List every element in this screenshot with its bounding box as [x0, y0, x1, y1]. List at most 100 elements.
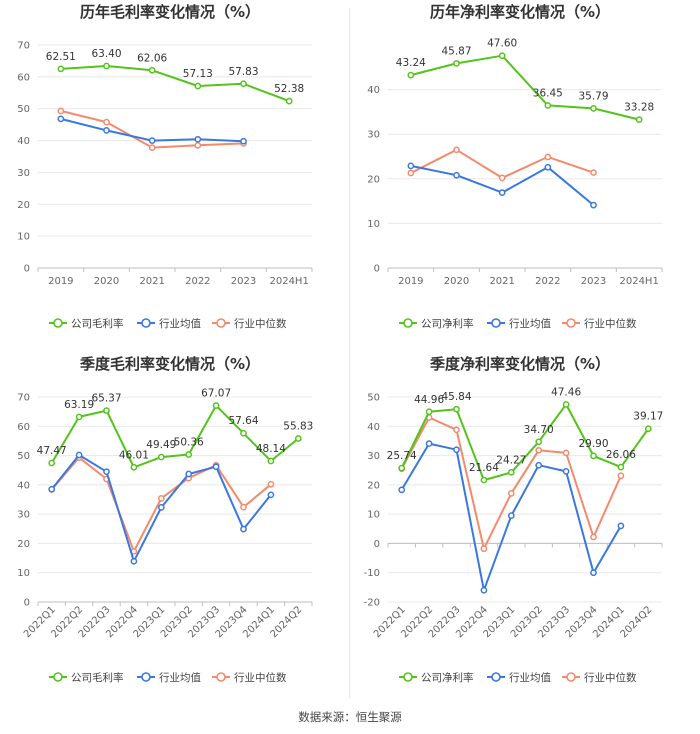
chart-title: 历年净利率变化情况（%）: [430, 3, 610, 21]
chart-title: 季度毛利率变化情况（%）: [80, 355, 260, 373]
x-tick-label: 2021: [489, 276, 514, 287]
x-tick-label: 2023: [581, 276, 606, 287]
point-company: [148, 66, 156, 74]
point-avg: [480, 586, 488, 594]
point-median: [407, 169, 415, 177]
point-avg: [240, 525, 247, 533]
point-median: [498, 174, 506, 182]
point-company: [267, 457, 275, 465]
point-median: [590, 533, 597, 541]
y-tick-label: 10: [367, 510, 380, 521]
point-avg: [194, 135, 202, 143]
point-company: [130, 463, 138, 471]
data-label: 43.24: [396, 57, 426, 69]
point-company: [617, 463, 625, 471]
y-tick-label: 20: [17, 539, 30, 550]
legend-swatch-marker: [216, 318, 226, 328]
point-median: [480, 545, 488, 553]
annual-net-margin-chart: 历年净利率变化情况（%） 0 10 20 30 40 2019 2020 2021 2022 202…: [350, 0, 690, 345]
x-tick-label: 2024H1: [269, 276, 308, 287]
x-tick-label: 2021: [139, 276, 164, 287]
y-tick-label: 40: [17, 136, 30, 147]
point-median: [535, 446, 543, 454]
y-tick-label: 20: [367, 174, 380, 185]
data-label: 24.27: [496, 454, 526, 466]
data-label: 39.17: [633, 411, 663, 423]
point-avg: [103, 468, 110, 476]
y-tick-label: 70: [17, 41, 30, 52]
point-avg: [535, 461, 543, 469]
point-company: [635, 116, 643, 123]
y-tick-label: 20: [17, 200, 30, 211]
series-line-avg: [410, 164, 595, 206]
point-company: [185, 451, 193, 458]
point-avg: [544, 163, 552, 171]
point-avg: [267, 491, 275, 499]
y-tick-label: 30: [17, 510, 30, 521]
vertical-divider: [349, 8, 350, 698]
y-tick-label: 30: [17, 168, 30, 179]
legend-swatch-marker: [53, 672, 63, 682]
legend-label: 行业中位数: [234, 671, 287, 684]
annual-gross-svg: 历年毛利率变化情况（%） 0 10 20 30 40 50 60 70 2019 2020 2021 2…: [17, 3, 313, 330]
x-tick-label: 2020: [94, 276, 119, 287]
legend-swatch-marker: [53, 318, 63, 328]
y-tick-label: 70: [17, 393, 30, 404]
chart-title: 历年毛利率变化情况（%）: [80, 3, 260, 21]
y-tick-label: 40: [17, 480, 30, 491]
data-label: 55.83: [283, 420, 313, 432]
series-line-company: [50, 404, 299, 469]
legend-swatch-marker: [491, 672, 501, 682]
point-avg: [157, 504, 165, 511]
legend-label: 公司毛利率: [71, 671, 124, 684]
point-median: [453, 146, 460, 154]
point-avg: [57, 115, 65, 123]
data-label: 45.87: [441, 45, 471, 57]
data-label: 44.96: [414, 394, 444, 406]
point-avg: [425, 440, 433, 447]
data-label: 57.83: [228, 66, 258, 78]
legend-swatch-marker: [216, 672, 226, 682]
data-label: 62.51: [46, 51, 76, 63]
legend-label: 公司毛利率: [71, 317, 124, 330]
point-median: [544, 153, 552, 161]
y-tick-label: 10: [367, 219, 380, 230]
point-avg: [130, 557, 138, 565]
data-label: 36.45: [533, 87, 563, 99]
point-avg: [590, 201, 597, 209]
point-company: [212, 402, 220, 409]
data-label: 63.19: [64, 399, 94, 411]
point-avg: [617, 522, 625, 530]
data-label: 33.28: [624, 102, 654, 114]
point-company: [644, 425, 652, 433]
point-company: [398, 464, 406, 472]
data-label: 63.40: [91, 48, 121, 60]
point-avg: [590, 569, 597, 577]
point-company: [562, 401, 570, 408]
y-tick-label: 10: [17, 232, 30, 243]
point-company: [453, 60, 460, 67]
legend-label: 行业均值: [509, 317, 551, 330]
point-company: [498, 52, 506, 60]
legend-label: 行业均值: [509, 671, 551, 684]
quarterly-net-svg: 季度净利率变化情况（%）-20-10010203040502022Q12022Q…: [364, 355, 664, 684]
point-company: [590, 105, 597, 112]
point-median: [617, 472, 625, 480]
x-tick-label: 2019: [48, 276, 73, 287]
legend-swatch-marker: [141, 672, 151, 682]
quarterly-gross-svg: 季度毛利率变化情况（%）0102030405060702022Q12022Q22…: [17, 355, 313, 684]
y-tick-label: 0: [374, 539, 380, 550]
point-avg: [407, 162, 415, 170]
legend-swatch-marker: [566, 318, 576, 328]
data-label: 49.49: [146, 439, 176, 451]
x-tick-label: 2023: [231, 276, 256, 287]
legend-swatch-marker: [141, 318, 151, 328]
data-label: 67.07: [201, 388, 231, 400]
data-label: 47.47: [37, 445, 67, 457]
data-label: 52.38: [274, 83, 304, 95]
y-tick-label: 60: [17, 422, 30, 433]
data-label: 50.36: [174, 437, 204, 449]
series-line-company: [60, 65, 290, 103]
point-company: [103, 407, 110, 414]
legend-swatch-marker: [403, 318, 413, 328]
